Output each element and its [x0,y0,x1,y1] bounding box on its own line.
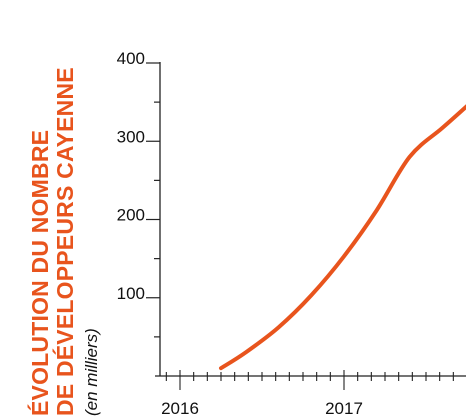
y-tick-label: 100 [117,284,145,303]
y-tick-label: 300 [117,127,145,146]
chart-subtitle: (en milliers) [82,328,101,416]
chart-title-line-1: ÉVOLUTION DU NOMBRE [26,130,53,416]
x-ticks [165,370,454,390]
y-ticks [146,62,160,338]
series-line [219,104,466,371]
chart-title-line-2: DE DÉVELOPPEURS CAYENNE [51,67,78,416]
y-tick-label: 200 [117,206,145,225]
y-tick-label: 400 [117,49,145,68]
y-tick-labels: 100 200 300 400 [117,49,145,303]
chart-title: ÉVOLUTION DU NOMBRE DE DÉVELOPPEURS CAYE… [26,67,78,416]
x-tick-label: 2016 [161,399,199,418]
x-tick-label: 2017 [325,399,363,418]
x-tick-labels: 2016 2017 [161,399,363,418]
